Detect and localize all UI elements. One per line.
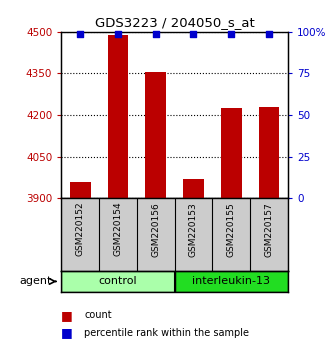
Bar <box>259 107 279 198</box>
Text: GSM220155: GSM220155 <box>227 202 236 257</box>
Text: ■: ■ <box>61 309 73 321</box>
Text: control: control <box>99 276 137 286</box>
Text: GSM220152: GSM220152 <box>75 202 85 257</box>
Bar <box>221 108 242 198</box>
Text: agent: agent <box>19 276 51 286</box>
Text: GSM220153: GSM220153 <box>189 202 198 257</box>
Text: count: count <box>84 310 112 320</box>
Bar <box>61 271 175 292</box>
Point <box>229 31 234 36</box>
Text: GSM220157: GSM220157 <box>264 202 274 257</box>
Text: GSM220154: GSM220154 <box>114 202 122 257</box>
Point <box>77 31 83 36</box>
Text: ■: ■ <box>61 326 73 339</box>
Title: GDS3223 / 204050_s_at: GDS3223 / 204050_s_at <box>95 16 255 29</box>
Text: percentile rank within the sample: percentile rank within the sample <box>84 328 249 338</box>
Bar <box>183 179 204 198</box>
Point <box>153 31 158 36</box>
Bar <box>70 182 90 198</box>
Point <box>266 31 272 36</box>
Bar <box>108 35 128 198</box>
Bar <box>175 271 288 292</box>
Point <box>191 31 196 36</box>
Text: interleukin-13: interleukin-13 <box>192 276 270 286</box>
Text: GSM220156: GSM220156 <box>151 202 160 257</box>
Bar <box>145 72 166 198</box>
Point <box>115 31 120 36</box>
